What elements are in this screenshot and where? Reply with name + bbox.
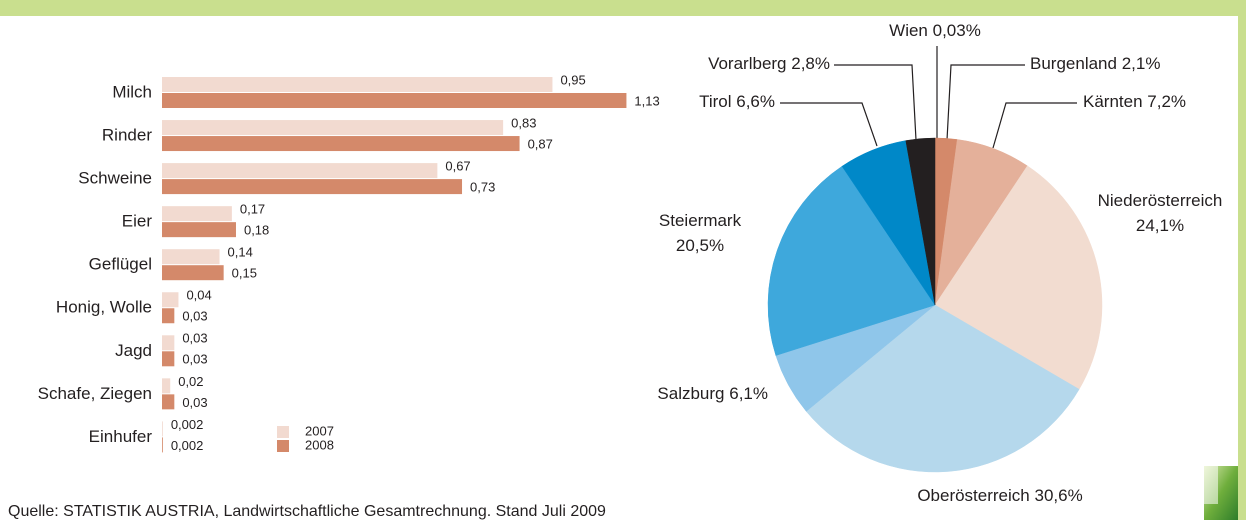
leader-line [780,102,878,147]
slice-label: Steiermark 20,5% [659,211,742,255]
category-label: Einhufer [89,427,153,446]
right-border [1238,0,1246,520]
slice-value: 24,1% [1136,216,1184,235]
value-label: 0,03 [182,309,207,324]
bar [162,335,175,351]
value-label: 0,14 [228,245,253,260]
bar [162,163,438,179]
bar [162,265,224,281]
bar [162,249,220,265]
category-label: Jagd [115,341,152,360]
category-label: Rinder [102,126,152,145]
value-label: 0,002 [171,417,204,432]
bar [162,292,179,308]
slice-name: Vorarlberg [708,54,786,73]
slice-value: 20,5% [676,236,724,255]
pie-slice [767,165,936,356]
slice-label: Salzburg 6,1% [657,384,768,403]
value-label: 0,15 [232,266,257,281]
pie-slice [905,137,936,306]
value-label: 0,03 [182,395,207,410]
value-label: 1,13 [634,93,659,108]
slice-name: Tirol [699,92,731,111]
value-label: 0,73 [470,180,495,195]
bar [162,77,553,92]
leader-line [834,64,917,141]
slice-value: 2,1% [1122,54,1161,73]
category-label: Geflügel [89,255,152,274]
bar [162,437,163,453]
slice-value: 30,6% [1034,486,1082,505]
bar [162,120,504,136]
pie-slice [934,165,1103,390]
value-label: 0,67 [445,159,470,174]
slice-name: Niederösterreich [1098,191,1223,210]
bar [162,93,627,108]
value-label: 0,03 [182,352,207,367]
top-band [0,0,1246,16]
slice-value: 6,6% [736,92,775,111]
bar [162,222,236,238]
bar [162,378,171,394]
legend-swatch [277,440,289,452]
slice-label: Wien 0,03% [889,21,981,40]
slice-label: Niederösterreich 24,1% [1098,191,1223,235]
bar [162,394,175,410]
bar [162,308,175,324]
slice-name: Kärnten [1083,92,1143,111]
leader-line [992,102,1077,149]
slice-label: Kärnten 7,2% [1083,92,1186,111]
slice-name: Wien [889,21,928,40]
bar [162,136,520,152]
value-label: 0,002 [171,438,204,453]
value-label: 0,03 [182,331,207,346]
slice-name: Burgenland [1030,54,1117,73]
bar [162,421,163,437]
slice-name: Steiermark [659,211,742,230]
bar [162,179,463,195]
pie-slice [805,304,1080,473]
slice-value: 2,8% [791,54,830,73]
slice-label: Vorarlberg 2,8% [708,54,830,73]
slice-label: Burgenland 2,1% [1030,54,1160,73]
bar [162,206,232,222]
slice-name: Oberösterreich [917,486,1029,505]
bar [162,351,175,367]
slice-label: Tirol 6,6% [699,92,775,111]
category-label: Schweine [78,169,152,188]
slice-value: 6,1% [729,384,768,403]
category-label: Honig, Wolle [56,298,152,317]
value-label: 0,83 [511,115,536,130]
category-label: Milch [112,82,152,101]
slice-value: 7,2% [1147,92,1186,111]
logo-mark [1204,466,1218,504]
source: Quelle: STATISTIK AUSTRIA, Landwirtschaf… [8,503,606,520]
legend-swatch [277,426,289,438]
value-label: 0,18 [244,223,269,238]
category-label: Schafe, Ziegen [38,384,152,403]
value-label: 0,87 [528,136,553,151]
value-label: 0,17 [240,202,265,217]
slice-name: Salzburg [657,384,724,403]
leader-line [946,64,1025,141]
value-label: 0,02 [178,374,203,389]
value-label: 0,95 [560,72,585,87]
legend-label: 2007 [305,423,334,438]
slice-label: Oberösterreich 30,6% [917,486,1082,505]
category-label: Eier [122,212,153,231]
legend-label: 2008 [305,437,334,452]
value-label: 0,04 [186,288,211,303]
slice-value: 0,03% [933,21,981,40]
